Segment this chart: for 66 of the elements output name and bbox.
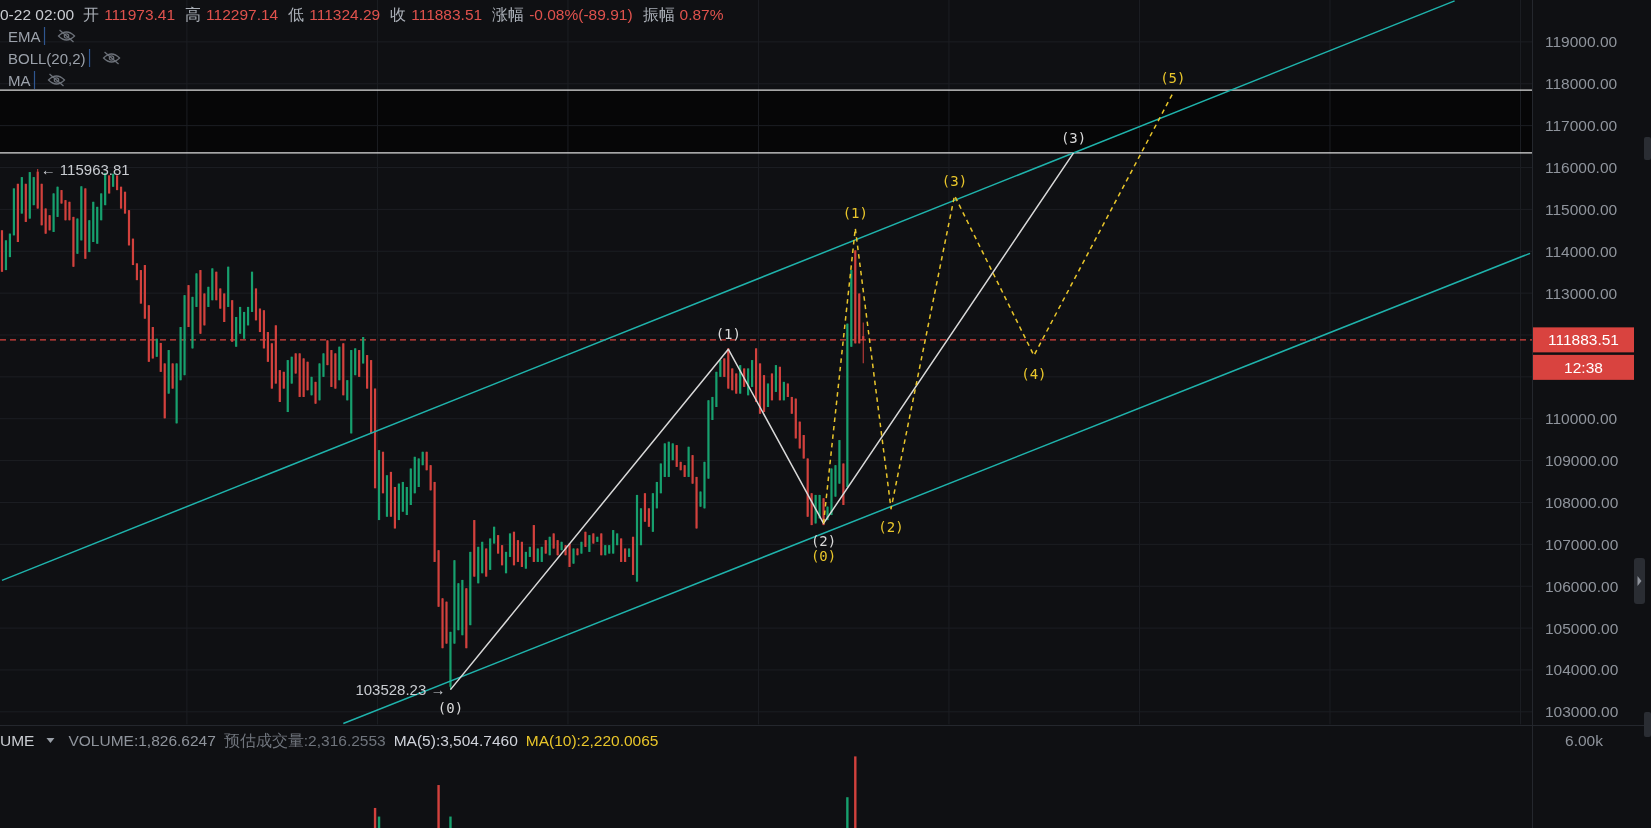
annotation: BOLL(20,2) [8, 49, 86, 67]
annotation: 111324.29 [309, 5, 381, 23]
annotation: (4) [1021, 365, 1047, 382]
annotation: (0) [810, 548, 837, 565]
candlestick [508, 532, 512, 558]
text: 12:38 [1564, 358, 1603, 376]
y-tick-label: 108000.00 [1545, 493, 1619, 511]
annotation: 111973.41 [104, 5, 176, 23]
text: VOLUME:1,826.6247 [68, 731, 216, 749]
text: MA(10):2,220.0065 [525, 731, 659, 749]
bar [449, 816, 452, 828]
y-tick-label: 103000.00 [1545, 703, 1619, 721]
y-tick-label: 113000.00 [1545, 284, 1618, 302]
y-tick-label: 105000.00 [1545, 619, 1619, 637]
bar [854, 756, 857, 828]
annotation: 103528.23 → [355, 681, 446, 699]
y-tick-label: 116000.00 [1545, 158, 1618, 176]
y-tick-label: 109000.00 [1545, 452, 1619, 470]
annotation: (3) [941, 172, 968, 189]
annotation: (2) [878, 518, 904, 535]
candlestick [802, 434, 805, 460]
candlestick [497, 534, 500, 555]
line-series [449, 152, 1075, 691]
candlestick [620, 537, 623, 563]
annotation: 112297.14 [206, 5, 279, 23]
annotation: 收 [390, 5, 407, 23]
annotation: (0) [437, 699, 464, 716]
annotation: ← 115963.81 [40, 160, 130, 178]
text: 预估成交量:2,316.2553 [223, 731, 386, 749]
text: MA(5):3,504.7460 [393, 731, 519, 749]
annotation: 高 [185, 5, 202, 23]
text: UME [0, 731, 35, 749]
candlestick [723, 357, 726, 378]
annotation: 涨幅 [492, 5, 525, 23]
y-tick-label: 117000.00 [1545, 117, 1618, 135]
candlestick [516, 539, 520, 563]
y-tick-label: 106000.00 [1545, 577, 1619, 595]
annotation: (2) [810, 533, 837, 550]
bar [437, 785, 440, 828]
y-tick-label: 110000.00 [1545, 410, 1618, 428]
annotation: 111883.51 [411, 5, 483, 23]
candlestick [647, 507, 651, 528]
annotation: (1) [715, 326, 741, 343]
y-tick-label: 115000.00 [1545, 200, 1618, 218]
annotation: (3) [1060, 129, 1087, 146]
annotation: EMA [8, 27, 41, 45]
candlestick [294, 352, 297, 375]
annotation: 开 [83, 5, 100, 23]
annotation: (5) [1160, 70, 1186, 87]
ref-line-label: 111883.51 [1548, 331, 1619, 349]
annotation: MA [8, 71, 31, 89]
bar [846, 797, 849, 828]
annotation: 0.87% [679, 5, 724, 23]
y-tick-label: 107000.00 [1545, 535, 1619, 553]
y-tick-label: 114000.00 [1545, 242, 1618, 260]
annotation: -0.08%(-89.91) [529, 5, 633, 23]
y-tick-label: 119000.00 [1545, 33, 1618, 51]
text: 6.00k [1565, 731, 1604, 749]
candlestick [612, 529, 615, 555]
y-tick-label: 104000.00 [1545, 661, 1619, 679]
candlestick [675, 444, 678, 468]
y-tick-label: 118000.00 [1545, 75, 1618, 93]
annotation: (1) [842, 205, 868, 222]
annotation: 低 [288, 5, 305, 23]
annotation: 0-22 02:00 [0, 5, 75, 23]
annotation: 振幅 [642, 5, 675, 23]
